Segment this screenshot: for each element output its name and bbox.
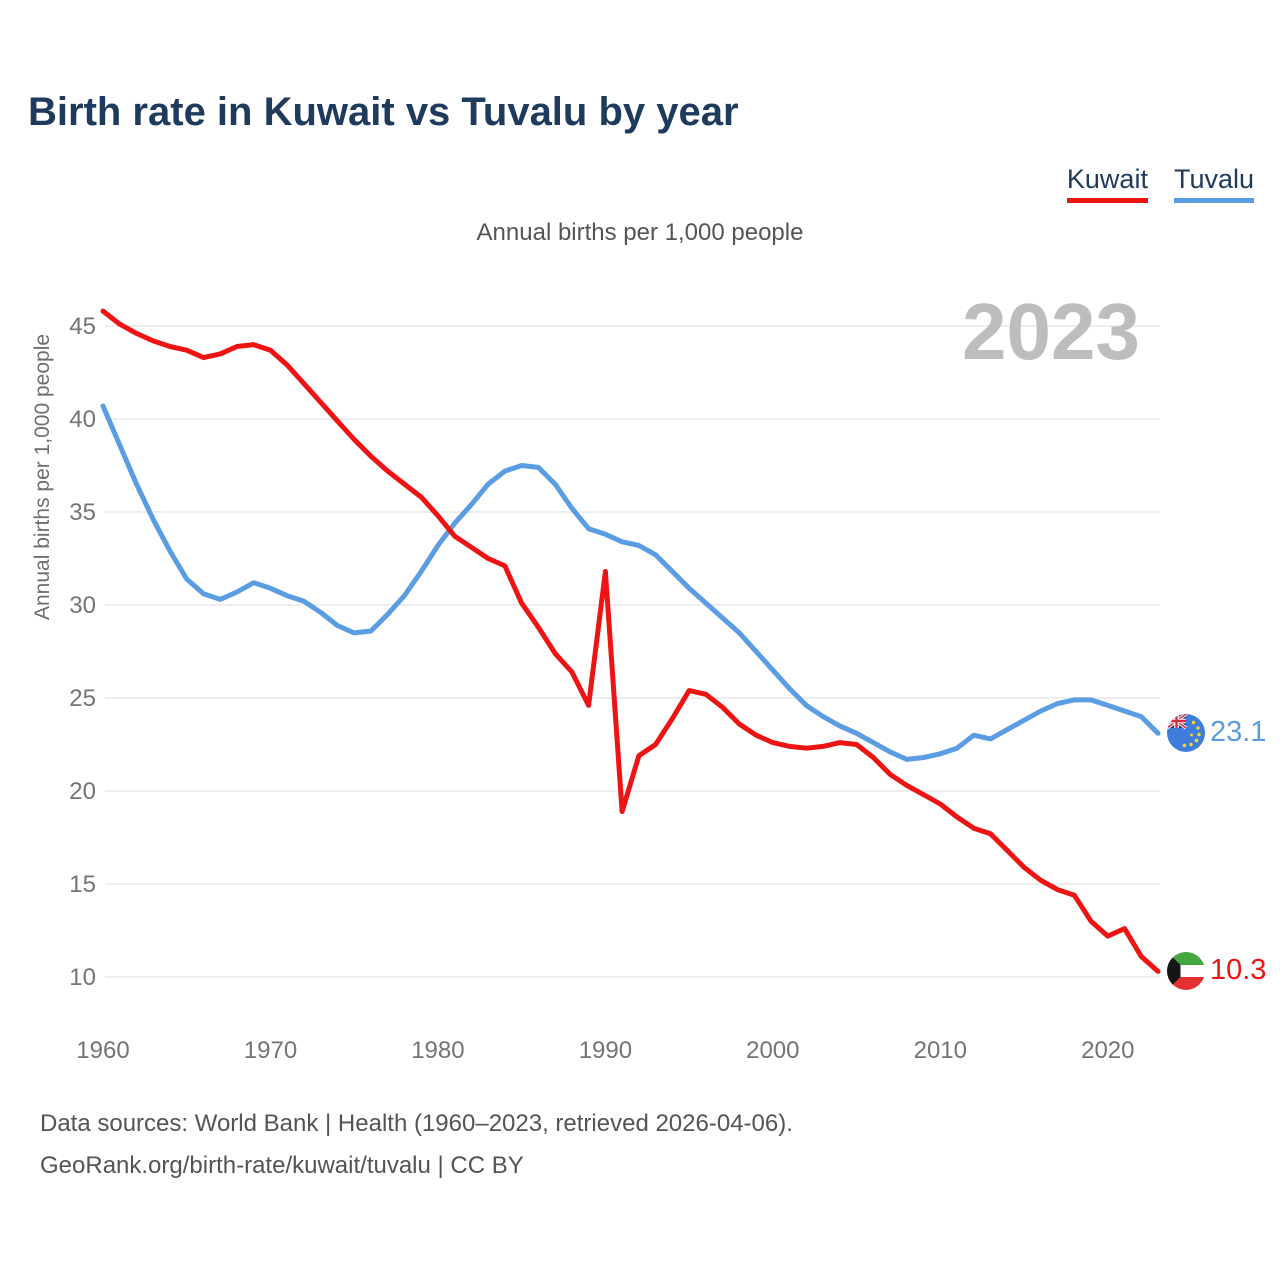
footer: Data sources: World Bank | Health (1960–…: [40, 1103, 793, 1187]
kuwait-flag-icon: [1166, 952, 1205, 991]
y-tick-label: 45: [69, 313, 96, 340]
legend-underline-kuwait: [1066, 198, 1148, 203]
y-tick-label: 40: [69, 406, 96, 433]
x-tick-label: 2010: [914, 1037, 967, 1064]
x-tick-label: 1990: [579, 1037, 632, 1064]
kuwait-line: [100, 308, 1161, 974]
tuvalu-end-value: 23.1: [1209, 716, 1267, 749]
legend-label-tuvalu: Tuvalu: [1173, 164, 1254, 194]
legend-underline-tuvalu: [1173, 198, 1254, 203]
legend-item-kuwait[interactable]: Kuwait: [1066, 164, 1148, 203]
chart-subtitle: Annual births per 1,000 people: [476, 219, 804, 246]
tuvalu-flag-icon: [1166, 714, 1205, 753]
footer-source-line: Data sources: World Bank | Health (1960–…: [40, 1110, 793, 1137]
kuwait-end-value: 10.3: [1209, 954, 1267, 987]
footer-url-line: GeoRank.org/birth-rate/kuwait/tuvalu | C…: [40, 1152, 524, 1179]
y-tick-label: 25: [69, 685, 96, 712]
legend-item-tuvalu[interactable]: Tuvalu: [1173, 164, 1254, 203]
page-title: Birth rate in Kuwait vs Tuvalu by year: [28, 90, 739, 134]
x-tick-label: 1980: [411, 1037, 464, 1064]
watermark-year: 2023: [962, 287, 1140, 376]
legend-label-kuwait: Kuwait: [1066, 164, 1148, 194]
y-tick-label: 30: [69, 592, 96, 619]
x-tick-label: 1960: [76, 1037, 129, 1064]
tuvalu-line: [100, 403, 1161, 762]
x-tick-label: 2020: [1081, 1037, 1134, 1064]
y-tick-label: 35: [69, 499, 96, 526]
x-tick-label: 1970: [244, 1037, 297, 1064]
y-tick-label: 20: [69, 778, 96, 805]
x-tick-label: 2000: [746, 1037, 799, 1064]
legend: Kuwait Tuvalu: [1066, 164, 1254, 203]
y-tick-label: 10: [69, 964, 96, 991]
y-tick-label: 15: [69, 871, 96, 898]
